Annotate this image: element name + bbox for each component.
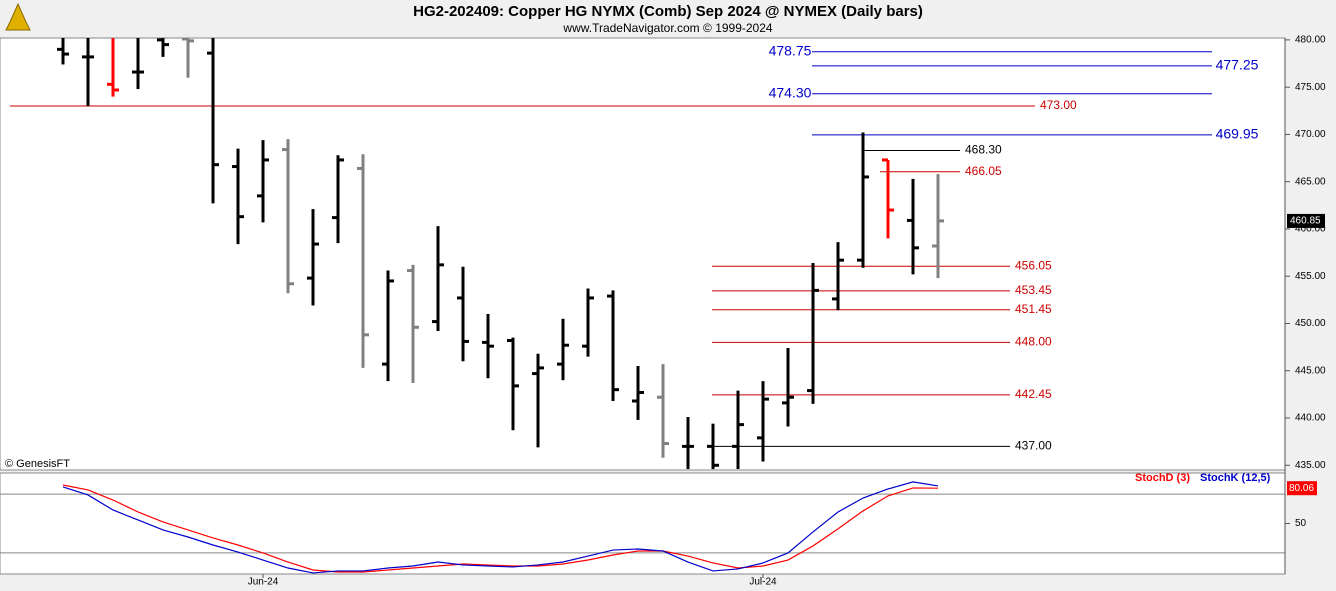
lower-panel [0,472,1286,575]
indicator-line [62,481,939,574]
y-tick-label: 50 [1295,518,1307,529]
y-tick-label: 440.00 [1295,413,1326,424]
y-tick-label: 455.00 [1295,271,1326,282]
level-label: 453.45 [1015,283,1052,297]
chart-title: HG2-202409: Copper HG NYMX (Comb) Sep 20… [413,3,923,20]
y-tick-label: 445.00 [1295,365,1326,376]
level-label: 473.00 [1040,98,1077,112]
level-label: 474.30 [769,84,812,100]
main-plot [10,38,1212,470]
level-label: 468.30 [965,143,1002,157]
y-tick-label: 470.00 [1295,129,1326,140]
marker-box [1287,481,1317,496]
axes: 435.00 440.00 445.00 450.00 455.00 460.00 465.… [248,35,1326,588]
legend-entry: StochD (3) [1135,472,1190,484]
x-tick-label: Jun-24 [248,577,279,588]
legend-entry: StochK (12,5) [1200,472,1271,484]
y-tick-label: 460.00 [1295,224,1326,235]
main-panel [0,37,1286,471]
level-label: 456.05 [1015,258,1052,272]
y-tick-label: 480.00 [1295,35,1326,46]
level-label: 477.25 [1216,57,1259,73]
level-label: 451.45 [1015,302,1052,316]
indicator-line [62,484,939,573]
y-tick-label: 450.00 [1295,318,1326,329]
level-label: 478.75 [769,42,812,58]
last-price-label: 460.85 [1290,216,1321,227]
level-label: 448.00 [1015,335,1052,349]
level-label: 469.95 [1216,126,1259,142]
lower-plot [0,481,1285,574]
y-tick-label: 435.00 [1295,460,1326,471]
x-tick-label: Jul-24 [749,577,777,588]
credit: © GenesisFT [5,458,70,470]
level-label: 442.45 [1015,387,1052,401]
last-price-box [1287,213,1325,228]
marker-label: 80.06 [1289,483,1314,494]
chart-subtitle: www.TradeNavigator.com © 1999-2024 [562,21,772,35]
level-label: 437.00 [1015,439,1052,453]
y-tick-label: 475.00 [1295,82,1326,93]
level-label: 466.05 [965,164,1002,178]
logo [5,2,31,31]
y-tick-label: 465.00 [1295,176,1326,187]
